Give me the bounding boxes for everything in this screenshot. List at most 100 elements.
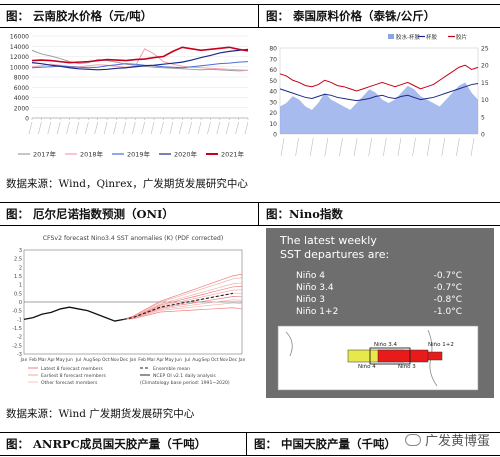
x-tick-label-mark — [295, 137, 299, 157]
nino-region-value: -0.7°C — [434, 283, 462, 293]
x-tick-label-mark — [324, 137, 329, 157]
forecast-member-line — [123, 277, 243, 320]
y-tick-label: -2.5 — [12, 343, 22, 349]
y-right-tick-label: 20 — [481, 63, 489, 70]
y-tick-label: 6000 — [14, 85, 29, 92]
x-tick-label-mark — [339, 137, 343, 157]
nino-region-label: Niño 1+2 — [296, 307, 338, 317]
x-tick-label: Sep — [93, 357, 101, 363]
nino-region-value: -1.0°C — [434, 307, 462, 317]
x-tick-label: Mar — [147, 357, 155, 363]
x-tick-label: Mar — [38, 357, 46, 363]
nino-region-label: Niño 3 — [296, 295, 325, 305]
watermark-text: 广发黄博蛋 — [424, 434, 490, 449]
y-left-tick-label: 30 — [269, 99, 277, 106]
x-tick-label-mark — [280, 137, 285, 157]
x-tick-label: Jan — [129, 357, 137, 363]
y-tick-label: 0.5 — [14, 291, 22, 297]
y-tick-label: 14000 — [10, 44, 29, 51]
chart-title: CFSv2 forecast Nino3.4 SST anomalies (K)… — [43, 235, 224, 242]
nino3-box — [377, 349, 429, 363]
panel-title-line1: The latest weekly — [279, 234, 377, 247]
x-tick-label-mark — [225, 121, 230, 135]
thai-material-chart: 80 70 60 50 40 30 20 10 0 25 20 15 10 5 0 胶水-杯胶 杯胶 胶片 — [262, 30, 498, 165]
y-left-tick-label: 60 — [269, 67, 277, 74]
yunnan-latex-svg: 16000 14000 12000 10000 8000 6000 4000 2000 0 201… — [10, 34, 249, 159]
x-tick-label: Aug — [83, 357, 92, 363]
x-tick-label-mark — [188, 121, 192, 135]
x-tick-label: Feb — [138, 357, 146, 363]
watermark: 广发黄博蛋 — [404, 430, 490, 449]
yunnan-latex-title: 图： 云南胶水价格（元/吨） — [6, 9, 153, 23]
x-tick-label: Apr — [47, 357, 55, 363]
legend-label: 胶水-杯胶 — [396, 33, 420, 41]
nino12-box — [427, 351, 443, 361]
x-tick-label: Jan — [20, 357, 28, 363]
y-tick-label: 16000 — [10, 34, 29, 41]
series-line-2 — [31, 48, 249, 71]
section2-source: 数据来源：Wind 广发期货发展研究中心 — [6, 408, 195, 420]
x-tick-label-mark — [56, 121, 61, 135]
series-line-1 — [31, 49, 249, 72]
x-tick-label-mark — [132, 121, 136, 135]
x-tick-label-mark — [169, 121, 174, 135]
y-tick-label: 1.5 — [14, 274, 22, 280]
y-tick-label: -1.5 — [12, 326, 22, 332]
china-output-title: 图： 中国天胶产量（千吨） — [254, 437, 397, 451]
x-tick-label-mark — [397, 137, 402, 157]
x-tick-label: Feb — [29, 357, 37, 363]
thai-material-title: 图： 泰国原料价格（泰铢/公斤） — [266, 9, 436, 23]
x-tick-label-mark — [244, 121, 249, 135]
observed-line — [23, 306, 125, 322]
y-tick-label: 4000 — [14, 95, 29, 102]
y-right-tick-label: 15 — [481, 80, 489, 87]
y-tick-label: -1 — [17, 317, 22, 323]
x-tick-label: Nov — [220, 357, 229, 363]
y-tick-label: 10000 — [10, 64, 29, 71]
x-tick-label: Jul — [184, 357, 190, 363]
x-tick-label-mark — [178, 121, 183, 135]
x-tick-label-mark — [207, 121, 211, 135]
x-tick-label-mark — [141, 121, 145, 135]
y-right-tick-label: 25 — [481, 46, 489, 53]
map-label: Niño 3 — [398, 364, 416, 370]
legend-label: 胶片 — [456, 33, 467, 41]
x-tick-label-mark — [353, 137, 358, 157]
legend-label: (Climatology base period: 1991~2020) — [140, 380, 230, 386]
oni-forecast-title: 图： 厄尔尼诺指数预测（ONI） — [6, 207, 174, 221]
y-left-tick-label: 50 — [269, 78, 277, 85]
x-tick-label: Oct — [102, 357, 110, 363]
x-tick-label: Jul — [75, 357, 81, 363]
anrpc-output-title: 图： ANRPC成员国天胶产量（千吨） — [6, 437, 207, 451]
y-left-tick-label: 40 — [269, 89, 277, 96]
y-tick-label: 2000 — [14, 105, 29, 112]
x-tick-label-mark — [368, 137, 372, 157]
coastline — [285, 331, 293, 357]
series-line-3 — [279, 64, 479, 92]
nino-region-label: Niño 3.4 — [296, 283, 334, 293]
legend-swatch — [388, 34, 394, 39]
x-tick-label-mark — [28, 121, 33, 135]
x-tick-label: May — [56, 357, 65, 363]
x-tick-label: Nov — [111, 357, 120, 363]
y-tick-label: 1 — [19, 283, 22, 289]
section2-title-row: 图： 厄尔尼诺指数预测（ONI） 图：Nino指数 — [0, 202, 500, 226]
map-label: Niño 4 — [358, 364, 376, 370]
x-tick-label-mark — [66, 121, 70, 135]
sst-departures-panel: The latest weekly SST departures are: Niño… — [266, 228, 494, 398]
nino-region-label: Niño 4 — [296, 271, 325, 281]
y-left-tick-label: 80 — [269, 46, 277, 53]
x-tick-label: Jan — [238, 357, 246, 363]
series-area-cup-latex — [280, 82, 478, 134]
forecast-member-line — [123, 282, 243, 320]
y-tick-label: -0.5 — [12, 309, 22, 315]
y-left-tick-label: 10 — [269, 121, 277, 128]
nino-region-value: -0.7°C — [434, 271, 462, 281]
x-tick-label: Aug — [192, 357, 201, 363]
x-tick-label-mark — [103, 121, 108, 135]
x-tick-label-mark — [470, 137, 475, 157]
y-tick-label: 2 — [19, 265, 22, 271]
x-tick-label-mark — [197, 121, 202, 135]
